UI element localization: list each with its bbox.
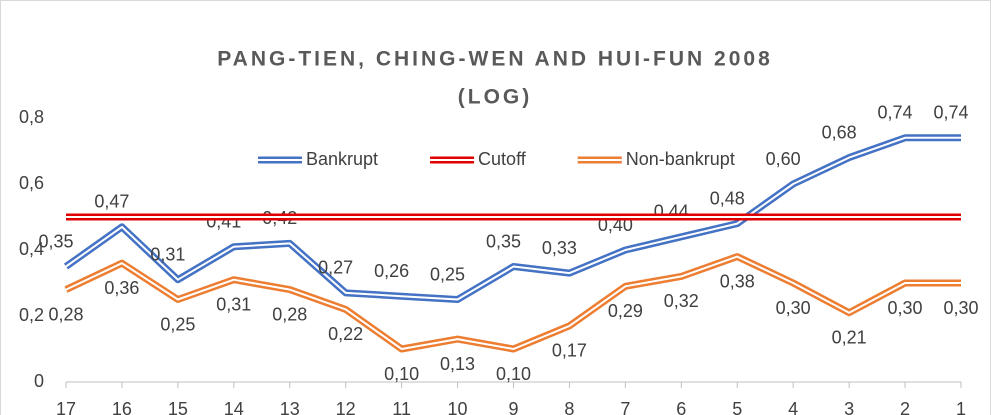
x-tick-label: 1 [956,399,966,415]
x-tick-label: 15 [168,399,188,415]
data-label: 0,47 [94,192,129,212]
y-tick-label: 0,4 [19,239,44,259]
data-label: 0,35 [38,231,73,251]
x-tick-label: 17 [56,399,76,415]
data-label: 0,33 [542,238,577,258]
legend-label: Cutoff [478,149,527,169]
data-label: 0,27 [318,258,353,278]
data-label: 0,13 [440,354,475,374]
data-label: 0,30 [943,298,978,318]
line-inner [65,255,961,350]
data-label: 0,36 [104,278,139,298]
data-label: 0,38 [720,271,755,291]
data-label: 0,74 [933,103,968,123]
data-label: 0,28 [272,304,307,324]
legend-label: Non-bankrupt [626,149,735,169]
data-label: 0,30 [888,298,923,318]
legend-label: Bankrupt [306,149,378,169]
x-tick-label: 9 [508,399,518,415]
data-label: 0,32 [664,291,699,311]
data-label: 0,22 [328,324,363,344]
data-label: 0,10 [384,364,419,384]
data-label: 0,28 [48,304,83,324]
data-label: 0,60 [766,149,801,169]
data-label: 0,35 [486,231,521,251]
data-label: 0,30 [776,298,811,318]
x-tick-label: 7 [620,399,630,415]
x-tick-label: 4 [788,399,798,415]
line-inner [65,136,961,301]
data-label: 0,21 [832,327,867,347]
y-tick-label: 0,8 [19,107,44,127]
x-tick-label: 8 [564,399,574,415]
x-tick-label: 5 [732,399,742,415]
chart-title: PANG-TIEN, CHING-WEN AND HUI-FUN 2008 [217,48,773,71]
x-tick-label: 12 [336,399,356,415]
y-tick-label: 0,2 [19,305,44,325]
y-tick-label: 0,6 [19,173,44,193]
data-label: 0,17 [552,341,587,361]
x-tick-label: 2 [900,399,910,415]
y-tick-label: 0 [34,371,44,391]
data-label: 0,74 [878,103,913,123]
data-label: 0,25 [160,314,195,334]
data-label: 0,10 [496,364,531,384]
x-tick-label: 11 [392,399,411,415]
data-label: 0,31 [216,294,251,314]
x-tick-label: 6 [676,399,686,415]
data-label: 0,25 [430,264,465,284]
x-tick-label: 10 [448,399,468,415]
data-label: 0,68 [822,122,857,142]
x-tick-label: 3 [844,399,854,415]
data-label: 0,31 [150,244,185,264]
x-tick-label: 14 [224,399,244,415]
x-tick-label: 13 [280,399,300,415]
data-label: 0,26 [374,261,409,281]
data-label: 0,48 [710,188,745,208]
chart-subtitle: (LOG) [458,86,532,109]
x-tick-label: 16 [112,399,132,415]
data-label: 0,29 [608,301,643,321]
